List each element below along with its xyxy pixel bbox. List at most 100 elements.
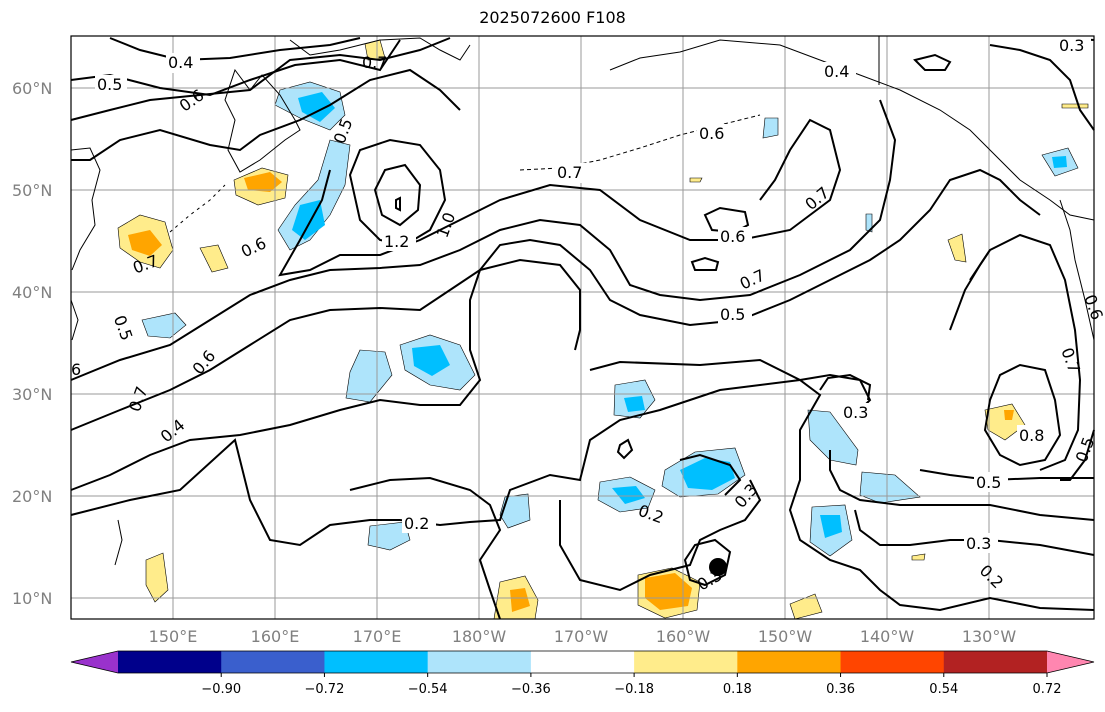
contour-line: [70, 258, 581, 491]
yellow-patch: [911, 553, 926, 561]
map-area: [71, 36, 1094, 619]
colorbar-extend-low: [71, 651, 118, 673]
asia-coast: [70, 147, 101, 341]
contour-line: [829, 450, 1095, 521]
contour-label: 0.7: [362, 53, 387, 72]
contour-line: [913, 53, 952, 71]
yellow-patch: [199, 244, 229, 273]
colorbar-tick-label: 0.54: [929, 682, 958, 697]
north-america-coast: [1059, 199, 1095, 341]
yellow-patch: [1061, 103, 1089, 109]
contour-label: 0.4: [824, 62, 849, 81]
lon-label: 150°W: [758, 627, 813, 646]
blue-patch: [141, 312, 187, 339]
contour-label: 0.6: [699, 124, 724, 143]
yellow-patch: [244, 172, 282, 192]
blue-anomalies: [141, 81, 1079, 557]
contour-line: [559, 479, 762, 592]
contour-line: [690, 256, 720, 271]
colorbar-tick-label: −0.36: [511, 682, 551, 697]
colorbar-tick-label: −0.54: [408, 682, 448, 697]
contour-line: [70, 37, 451, 121]
colorbar: −0.90 −0.72 −0.54 −0.36 −0.18 0.18 0.36 0.54 0.7…: [70, 650, 1095, 697]
contour-label: 1.2: [384, 232, 409, 251]
yellow-patch: [984, 403, 1026, 441]
contour-label: 0.7: [557, 163, 582, 182]
contour-label: 0.8: [1019, 426, 1044, 445]
contour-line: [70, 168, 1041, 431]
contour-labels: 0.4 0.5 0.6 0.7 0.3 0.4 0.6 0.7 0.6 0.7 …: [71, 36, 1105, 595]
colorbar-swatch: [530, 651, 635, 673]
yellow-patch: [645, 573, 692, 610]
contour-line: [683, 538, 732, 587]
contour-label: 0.5: [720, 305, 745, 324]
contour-label: 0.4: [168, 53, 193, 72]
colorbar-tick-label: 0.36: [826, 682, 855, 697]
blue-patch: [367, 521, 411, 551]
blue-patch: [624, 396, 645, 412]
contour-label: 0.3: [1059, 36, 1084, 55]
colorbar-swatch: [427, 651, 532, 673]
yellow-patch: [947, 233, 967, 263]
contour-line: [349, 476, 502, 620]
blue-patch: [412, 345, 450, 376]
colorbar-swatch: [221, 651, 325, 673]
contour-line: [589, 358, 1095, 612]
lon-label: 160°E: [251, 627, 300, 646]
lon-label: 130°W: [962, 627, 1017, 646]
lon-label: 180°W: [452, 627, 507, 646]
blue-patch: [859, 471, 921, 504]
map-frame: [70, 35, 1095, 620]
colorbar-tick-label: −0.72: [305, 682, 345, 697]
storm-center-marker: [709, 558, 727, 576]
blue-patch: [865, 213, 873, 233]
contour-line: [373, 163, 422, 227]
contour-label: 0.5: [97, 75, 122, 94]
alaska-coast: [609, 39, 1095, 221]
contour-line: [819, 373, 872, 401]
yellow-patch: [689, 177, 703, 183]
colorbar-outline: [70, 650, 1095, 674]
yellow-patch: [1004, 410, 1014, 420]
yellow-patch: [145, 552, 169, 603]
blue-patch: [298, 92, 335, 122]
lat-label: 20°N: [12, 487, 52, 506]
longitude-labels: 150°E 160°E 170°E 180°W 170°W 160°W 150°…: [149, 627, 1017, 646]
colorbar-extend-high: [1047, 651, 1094, 673]
lat-label: 30°N: [12, 385, 52, 404]
colorbar-tick-label: −0.90: [201, 682, 241, 697]
colorbar-swatch: [840, 651, 945, 673]
contour-line: [109, 37, 361, 62]
lat-label: 40°N: [12, 283, 52, 302]
colorbar-swatch: [634, 651, 738, 673]
contour-line: [854, 509, 1095, 556]
contour-line: [1060, 429, 1095, 481]
blue-patch: [499, 493, 531, 529]
contour-line: [616, 438, 634, 460]
contour-line: [278, 118, 842, 277]
blue-patch: [820, 515, 842, 538]
blue-patch: [1052, 156, 1067, 168]
contour-line: [71, 68, 461, 161]
yellow-patch: [789, 593, 823, 620]
colorbar-swatch: [737, 651, 842, 673]
colorbar-tick-label: −0.18: [614, 682, 654, 697]
contour-label: 0.2: [404, 514, 429, 533]
blue-patch: [807, 409, 859, 466]
shaded-regions: [117, 39, 1089, 620]
latitude-labels: 60°N 50°N 40°N 30°N 20°N 10°N: [12, 79, 52, 608]
contour-line: [679, 453, 742, 496]
contour-line: [395, 196, 401, 212]
contour-label: 0.6: [720, 227, 745, 246]
yellow-patch: [128, 230, 162, 256]
contour-label: 0.3: [843, 403, 868, 422]
yellow-patch: [510, 588, 530, 612]
lon-label: 170°E: [353, 627, 402, 646]
lon-label: 150°E: [149, 627, 198, 646]
contour-line: [70, 373, 872, 547]
contour-line: [969, 233, 1082, 471]
lat-label: 60°N: [12, 79, 52, 98]
contours: [70, 37, 1095, 620]
contour-label: 0.3: [966, 534, 991, 553]
